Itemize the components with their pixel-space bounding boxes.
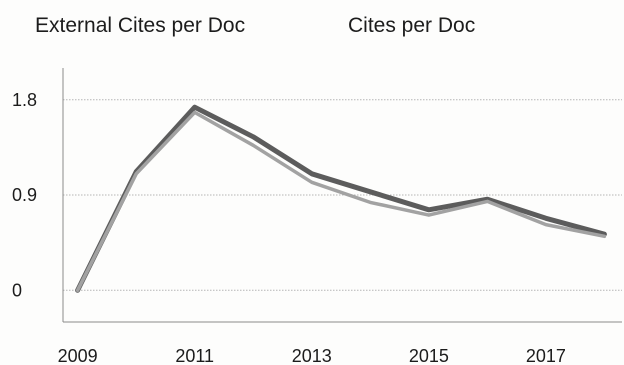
gridlines <box>63 99 622 291</box>
tick-labels: 0 0.9 1.8 2009 2011 2013 2015 2017 <box>12 90 566 365</box>
x-tick-label: 2011 <box>175 346 214 365</box>
legend-label-cites-per-doc: Cites per Doc <box>348 14 475 37</box>
axes <box>62 68 622 323</box>
series-lines <box>75 104 607 293</box>
series-line-cites-per-doc <box>75 110 607 293</box>
y-tick-label: 1.8 <box>12 90 37 110</box>
x-tick-label: 2013 <box>292 346 332 365</box>
legend-label-external-cites-per-doc: External Cites per Doc <box>35 14 245 37</box>
legend: External Cites per Doc Cites per Doc <box>35 14 475 37</box>
y-tick-label: 0 <box>12 280 22 300</box>
x-tick-label: 2017 <box>526 346 566 365</box>
series-line-external-cites-per-doc <box>75 104 607 293</box>
x-tick-label: 2009 <box>58 346 98 365</box>
x-tick-label: 2015 <box>409 346 449 365</box>
y-tick-label: 0.9 <box>12 185 37 205</box>
